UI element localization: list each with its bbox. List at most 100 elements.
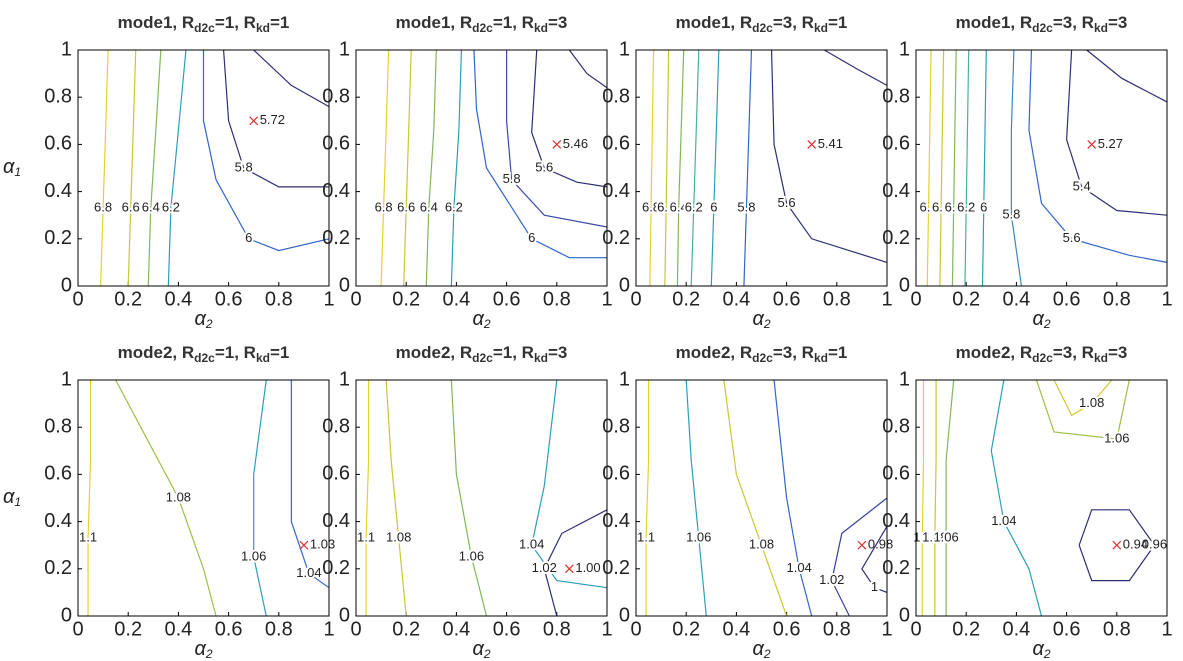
contour-line	[710, 49, 720, 287]
text-part: mode1, R	[676, 13, 753, 32]
subplot-title: mode2, Rd2c=1, Rkd=3	[396, 343, 568, 365]
subscript: kd	[1094, 21, 1108, 35]
y-tick-label: 0.6	[322, 133, 350, 155]
x-tick-label: 1	[323, 618, 334, 640]
x-tick-label: 0.8	[823, 618, 851, 640]
y-tick-label: 0.4	[882, 180, 910, 202]
y-tick-label: 0.8	[602, 85, 630, 107]
x-tick-label: 0.8	[265, 288, 293, 310]
contour-line	[167, 49, 187, 287]
contour-line	[531, 379, 608, 589]
y-tick-label: 0.2	[882, 557, 910, 579]
text-part: =1, R	[215, 343, 256, 362]
contour-line	[861, 526, 888, 593]
text-part: =3, R	[1053, 13, 1094, 32]
subscript: 2	[205, 317, 213, 331]
minimum-label: 1.00	[575, 560, 600, 575]
x-tick-label: 0.2	[672, 288, 700, 310]
minimum-marker	[807, 139, 817, 149]
y-tick-label: 0.2	[882, 227, 910, 249]
subscript: 2	[483, 647, 491, 661]
subscript: 2	[205, 647, 213, 661]
contour-label: 1.06	[1104, 430, 1129, 445]
subscript: d2c	[472, 21, 493, 35]
text-part: =1	[270, 13, 289, 32]
contour-line	[951, 49, 957, 287]
text-part: =1	[270, 343, 289, 362]
contour-label: 1.02	[819, 572, 844, 587]
contour-label: 6.4	[142, 200, 160, 215]
contour-label: 1.04	[991, 513, 1016, 528]
subscript: d2c	[1032, 21, 1053, 35]
x-tick-label: 0.4	[164, 288, 192, 310]
plot-frame	[77, 379, 330, 617]
y-axis-label: α1	[3, 486, 21, 509]
contour-line	[945, 379, 955, 616]
subplot: mode2, Rd2c=1, Rkd=30 0.2 0.4 0.6 0.8 100.20.…	[322, 343, 612, 661]
text-part: =3, R	[1053, 343, 1094, 362]
contour-label: 5.6	[535, 159, 553, 174]
subscript: 2	[763, 317, 771, 331]
y-tick-label: 1	[619, 38, 630, 60]
contour-label: 1.1	[637, 530, 655, 545]
contour-label: 1.04	[519, 537, 544, 552]
x-tick-label: 0.2	[392, 288, 420, 310]
y-tick-label: 0.2	[44, 557, 72, 579]
contour-label: 1.08	[922, 530, 947, 545]
subplot-title: mode2, Rd2c=1, Rkd=1	[118, 343, 290, 365]
contour-line	[290, 380, 330, 589]
contour-label: 1.06	[241, 548, 266, 563]
subscript: 2	[483, 317, 491, 331]
contour-line	[690, 49, 700, 287]
y-tick-label: 0.6	[44, 133, 72, 155]
contour-label: 6.2	[685, 200, 703, 215]
contour-line	[1028, 49, 1168, 263]
x-axis-label: α2	[752, 638, 770, 661]
text-part: α	[3, 156, 15, 178]
contour-line	[1035, 379, 1130, 440]
y-tick-label: 0.4	[322, 180, 350, 202]
minimum-label: 0.94	[1123, 537, 1148, 552]
x-axis-label: α2	[472, 308, 490, 331]
x-tick-label: 0.6	[773, 288, 801, 310]
subscript: kd	[534, 21, 548, 35]
x-tick-label: 0.6	[215, 288, 243, 310]
y-tick-label: 1	[899, 38, 910, 60]
contour-line	[365, 380, 370, 616]
contour-line	[773, 379, 813, 617]
contour-label: 5.6	[1063, 230, 1081, 245]
y-tick-label: 0.6	[602, 463, 630, 485]
contour-line	[1078, 509, 1156, 582]
x-tick-label: 0	[630, 618, 641, 640]
minimum-marker	[552, 139, 562, 149]
contour-label: 1.1	[79, 530, 97, 545]
contour-line	[1065, 49, 1168, 216]
contour-line	[676, 49, 685, 287]
text-part: =1, R	[215, 13, 256, 32]
x-tick-label: 0.4	[442, 618, 470, 640]
subscript: d2c	[194, 351, 215, 365]
subscript: kd	[534, 351, 548, 365]
y-tick-label: 0	[61, 604, 72, 626]
y-tick-label: 0.4	[322, 510, 350, 532]
contour-line	[385, 379, 407, 617]
y-tick-label: 0.6	[602, 133, 630, 155]
contour-label: 6.8	[94, 200, 112, 215]
y-tick-label: 0.4	[44, 510, 72, 532]
y-tick-label: 0.4	[44, 180, 72, 202]
x-tick-label: 1	[1161, 288, 1172, 310]
subscript: d2c	[752, 351, 773, 365]
contour-line	[743, 49, 753, 287]
subscript: d2c	[472, 351, 493, 365]
contour-line	[425, 49, 437, 287]
y-tick-label: 0	[619, 604, 630, 626]
plot-frame	[635, 49, 888, 287]
minimum-marker	[857, 540, 867, 550]
contour-label: 1	[871, 579, 878, 594]
x-tick-label: 0.6	[773, 618, 801, 640]
text-part: α	[752, 638, 764, 660]
contour-label: 6.8	[375, 200, 393, 215]
y-tick-label: 0.2	[602, 227, 630, 249]
x-tick-label: 0.8	[543, 288, 571, 310]
text-part: α	[3, 486, 15, 508]
